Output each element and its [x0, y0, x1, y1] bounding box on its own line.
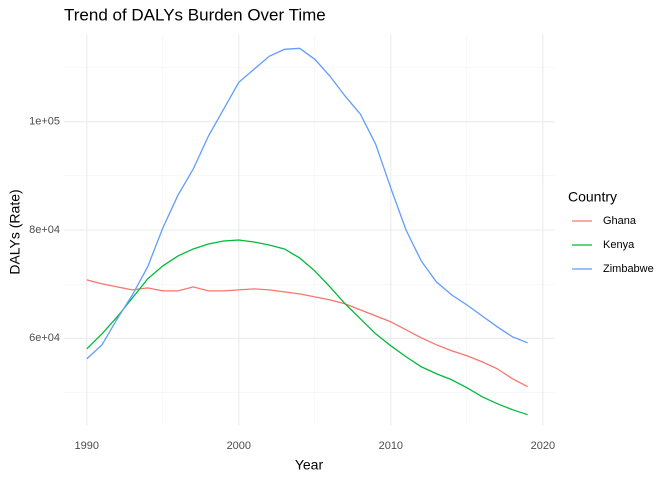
legend-label: Kenya [603, 239, 635, 251]
y-tick-label: 8e+04 [29, 224, 60, 236]
x-axis-label: Year [295, 457, 324, 473]
y-tick-label: 1e+05 [29, 116, 60, 128]
y-tick-label: 6e+04 [29, 332, 60, 344]
x-tick-label: 2000 [227, 440, 251, 452]
line [86, 47, 528, 360]
chart-title: Trend of DALYs Burden Over Time [64, 5, 326, 24]
line [86, 279, 528, 388]
legend-label: Zimbabwe [603, 263, 654, 275]
x-tick-label: 2020 [531, 440, 555, 452]
y-axis-label: DALYs (Rate) [7, 189, 23, 274]
line [86, 239, 528, 416]
x-tick-label: 1990 [75, 440, 99, 452]
legend-label: Ghana [603, 215, 637, 227]
x-tick-label: 2010 [379, 440, 403, 452]
legend-title: Country [568, 189, 617, 205]
